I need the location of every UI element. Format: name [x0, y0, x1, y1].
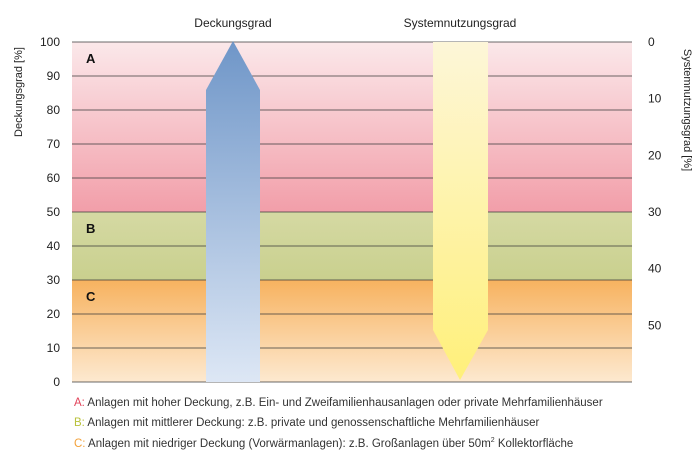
label-systemnutzungsgrad: Systemnutzungsgrad: [404, 16, 517, 30]
chart-svg: A B C Deckungsgrad Systemnutzungsgrad De…: [13, 16, 693, 389]
left-tick-label: 70: [47, 137, 61, 151]
band-c: [72, 280, 632, 382]
left-tick-label: 90: [47, 69, 61, 83]
left-axis-ticks: 0 10 20 30 40 50 60 70 80 90 100: [40, 35, 60, 389]
band-label-b: B: [86, 221, 95, 236]
legend-key-a: A:: [74, 397, 85, 409]
legend-tail-c: Kollektorfläche: [494, 437, 574, 450]
left-tick-label: 30: [47, 273, 61, 287]
left-tick-label: 50: [47, 205, 61, 219]
legend-item-c: C: Anlagen mit niedriger Deckung (Vorwär…: [74, 437, 573, 450]
legend-text-b: Anlagen mit mittlerer Deckung: z.B. priv…: [84, 417, 540, 429]
left-tick-label: 80: [47, 103, 61, 117]
y-axis-label-left: Deckungsgrad [%]: [13, 47, 25, 137]
gridlines: [72, 41, 632, 383]
legend-key-c: C:: [74, 437, 86, 450]
y-axis-label-right: Systemnutzungsgrad [%]: [681, 49, 693, 171]
deckungsgrad-arrow: [206, 41, 260, 382]
left-tick-label: 10: [47, 341, 61, 355]
right-tick-label: 50: [648, 318, 662, 332]
right-tick-label: 0: [648, 35, 655, 49]
left-tick-label: 60: [47, 171, 61, 185]
band-label-a: A: [86, 51, 96, 66]
legend-text-a: Anlagen mit hoher Deckung, z.B. Ein- und…: [84, 397, 603, 409]
left-tick-label: 20: [47, 307, 61, 321]
right-tick-label: 10: [648, 92, 662, 106]
right-axis-ticks: 0 10 20 30 40 50: [648, 35, 662, 332]
band-label-c: C: [86, 289, 96, 304]
left-tick-label: 0: [53, 375, 60, 389]
legend-text-c: Anlagen mit niedriger Deckung (Vorwärman…: [85, 437, 491, 450]
left-tick-label: 100: [40, 35, 60, 49]
left-tick-label: 40: [47, 239, 61, 253]
legend-item-b: B: Anlagen mit mittlerer Deckung: z.B. p…: [74, 417, 539, 429]
right-tick-label: 40: [648, 262, 662, 276]
systemnutzungsgrad-arrow: [433, 42, 488, 380]
right-tick-label: 30: [648, 205, 662, 219]
label-deckungsgrad: Deckungsgrad: [194, 16, 271, 30]
legend-key-b: B:: [74, 417, 85, 429]
right-tick-label: 20: [648, 148, 662, 162]
legend-sup-c: 2: [490, 437, 495, 444]
band-a: [72, 42, 632, 212]
legend-item-a: A: Anlagen mit hoher Deckung, z.B. Ein- …: [74, 397, 603, 409]
